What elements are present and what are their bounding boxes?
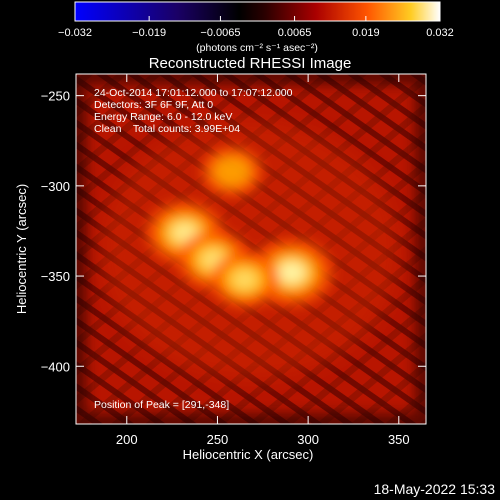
- y-tick-label: −300: [41, 179, 70, 194]
- colorbar-tick-label: 0.032: [426, 27, 454, 39]
- x-tick-label: 250: [207, 432, 229, 447]
- x-axis-ticks: 200 250 300 350: [116, 74, 410, 447]
- x-tick-label: 300: [297, 432, 319, 447]
- footer-date: 18-May-2022 15:33: [374, 481, 496, 497]
- colorbar-tick-label: −0.0065: [200, 27, 240, 39]
- y-tick-label: −350: [41, 269, 70, 284]
- colorbar-ticks: −0.032 −0.019 −0.0065 0.0065 0.019 0.032: [58, 16, 454, 39]
- annotation-peak-position: Position of Peak = [291,-348]: [94, 399, 229, 411]
- colorbar-label: (photons cm⁻² s⁻¹ asec⁻²): [196, 42, 318, 54]
- x-axis-label: Heliocentric X (arcsec): [183, 447, 314, 462]
- y-tick-label: −250: [41, 89, 70, 104]
- annotation-clean-counts: Clean Total counts: 3.99E+04: [94, 123, 240, 135]
- colorbar-tick-label: 0.0065: [278, 27, 312, 39]
- y-axis-ticks: −250 −300 −350 −400: [41, 89, 426, 374]
- chart-title: Reconstructed RHESSI Image: [149, 55, 352, 72]
- colorbar-tick-label: −0.032: [58, 27, 92, 39]
- y-tick-label: −400: [41, 359, 70, 374]
- colorbar: [74, 1, 441, 22]
- source-core: [277, 261, 306, 284]
- heatmap-image: [76, 74, 426, 424]
- y-axis-label: Heliocentric Y (arcsec): [14, 184, 29, 314]
- plot-frame: [75, 73, 427, 425]
- colorbar-tick-label: 0.019: [352, 27, 380, 39]
- annotation-detectors: Detectors: 3F 6F 9F, Att 0: [94, 99, 213, 111]
- annotation-time-range: 24-Oct-2014 17:01:12.000 to 17:07:12.000: [94, 87, 293, 99]
- annotation-energy-range: Energy Range: 6.0 - 12.0 keV: [94, 111, 232, 123]
- colorbar-tick-label: −0.019: [132, 27, 166, 39]
- source-core: [232, 270, 257, 290]
- x-tick-label: 350: [388, 432, 410, 447]
- x-tick-label: 200: [116, 432, 138, 447]
- source-glow: [213, 156, 251, 187]
